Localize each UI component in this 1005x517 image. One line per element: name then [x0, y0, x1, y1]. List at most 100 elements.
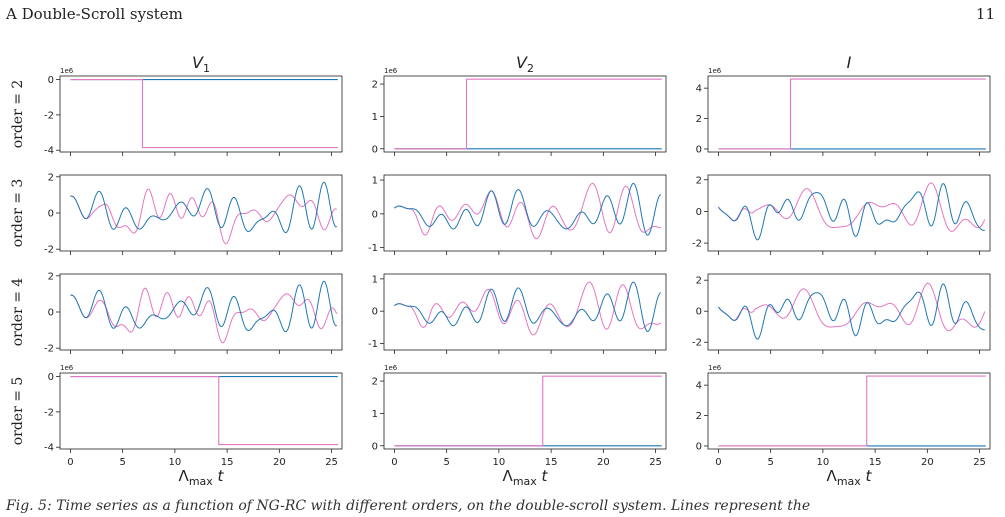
- panel: 0 -2 -4 1e6: [44, 67, 343, 157]
- panel: -1 0 1: [368, 273, 667, 354]
- y-tick-label: 0: [696, 307, 702, 318]
- x-axis-label: Λmax t: [179, 467, 225, 488]
- x-tick-label: 25: [325, 457, 338, 468]
- y-tick-label: 1: [372, 409, 378, 420]
- x-tick-label: 20: [597, 457, 610, 468]
- y-tick-label: 0: [372, 144, 378, 155]
- row-label: order = 4: [10, 278, 26, 347]
- panel-frame: [707, 273, 991, 351]
- y-tick-label: -2: [44, 110, 54, 121]
- truth-series-line: [70, 280, 338, 333]
- x-tick-label: 0: [391, 457, 397, 468]
- y-tick-label: 0: [48, 75, 54, 86]
- panel: -2 0 2: [692, 273, 991, 354]
- truth-series-line: [394, 182, 662, 236]
- y-tick-label: -4: [44, 443, 54, 454]
- y-tick-label: 2: [372, 377, 378, 388]
- panel-frame: [707, 75, 991, 153]
- y-multiplier: 1e6: [60, 364, 74, 372]
- prediction-series-line: [394, 375, 662, 447]
- prediction-series-line: [394, 182, 661, 240]
- x-tick-label: 20: [273, 457, 286, 468]
- x-tick-label: 10: [493, 457, 506, 468]
- panel: -1 0 1: [368, 174, 667, 255]
- y-tick-label: 2: [696, 175, 702, 186]
- y-multiplier: 1e6: [708, 67, 722, 75]
- prediction-series-line: [70, 188, 338, 245]
- x-tick-label: 5: [767, 457, 773, 468]
- prediction-series-line: [394, 281, 662, 336]
- panel: -2 0 2: [692, 174, 991, 255]
- x-tick-label: 0: [715, 457, 721, 468]
- y-tick-label: 0: [372, 441, 378, 452]
- y-multiplier: 1e6: [708, 364, 722, 372]
- y-tick-label: -2: [44, 245, 54, 256]
- x-tick-label: 15: [545, 457, 558, 468]
- y-tick-label: 0: [372, 307, 378, 318]
- truth-series-line: [718, 283, 985, 340]
- x-tick-label: 10: [169, 457, 182, 468]
- prediction-series-line: [70, 287, 338, 344]
- truth-series-line: [718, 183, 985, 241]
- prediction-series-line: [718, 182, 986, 232]
- y-tick-label: 0: [696, 207, 702, 218]
- y-tick-label: 2: [372, 80, 378, 91]
- panel: 0 -2 -4 0 5 10 15 20 25 1e6: [44, 364, 343, 468]
- prediction-series-line: [718, 282, 986, 332]
- y-tick-label: -2: [692, 338, 702, 349]
- y-tick-label: 4: [696, 381, 702, 392]
- y-tick-label: 0: [48, 308, 54, 319]
- truth-series-line: [70, 181, 338, 234]
- panel: 0 2 4 1e6: [696, 67, 991, 156]
- y-tick-label: 1: [372, 112, 378, 123]
- y-tick-label: -2: [44, 344, 54, 355]
- column-title: V1: [192, 53, 210, 75]
- y-tick-label: 2: [696, 114, 702, 125]
- panel: 0 2 4 0 5 10 15 20 25 1e6: [696, 364, 991, 468]
- panel-frame: [707, 174, 991, 252]
- row-label: order = 3: [10, 179, 26, 248]
- panel-frame: [383, 174, 667, 252]
- row-label: order = 5: [10, 377, 26, 446]
- y-tick-label: -1: [368, 339, 378, 350]
- row-label: order = 2: [10, 80, 26, 149]
- panel: 0 1 2 1e6: [372, 67, 667, 156]
- y-multiplier: 1e6: [60, 67, 74, 75]
- x-tick-label: 20: [921, 457, 934, 468]
- panel-frame: [383, 372, 667, 450]
- y-tick-label: 0: [48, 372, 54, 383]
- y-tick-label: 2: [696, 276, 702, 287]
- x-tick-label: 25: [649, 457, 662, 468]
- y-tick-label: 1: [372, 274, 378, 285]
- x-tick-label: 0: [67, 457, 73, 468]
- y-tick-label: -2: [44, 407, 54, 418]
- x-tick-label: 25: [973, 457, 986, 468]
- y-tick-label: -4: [44, 146, 54, 157]
- y-tick-label: 0: [372, 209, 378, 220]
- prediction-series-line: [70, 78, 338, 149]
- y-tick-label: 1: [372, 176, 378, 187]
- prediction-series-line: [718, 78, 986, 150]
- y-tick-label: 2: [48, 172, 54, 183]
- x-tick-label: 10: [817, 457, 830, 468]
- x-tick-label: 5: [443, 457, 449, 468]
- y-tick-label: -1: [368, 243, 378, 254]
- y-multiplier: 1e6: [384, 364, 398, 372]
- panel-frame: [383, 273, 667, 351]
- y-tick-label: 2: [696, 411, 702, 422]
- truth-series-line: [394, 281, 661, 332]
- column-title: V2: [516, 53, 534, 75]
- panel-frame: [707, 372, 991, 450]
- y-tick-label: 0: [696, 441, 702, 452]
- x-tick-label: 5: [119, 457, 125, 468]
- y-tick-label: 0: [696, 144, 702, 155]
- prediction-series-line: [70, 375, 338, 446]
- x-axis-label: Λmax t: [503, 467, 549, 488]
- y-multiplier: 1e6: [384, 67, 398, 75]
- x-tick-label: 15: [221, 457, 234, 468]
- panel-frame: [383, 75, 667, 153]
- section-header: A Double-Scroll system: [6, 5, 183, 23]
- panel: -2 0 2: [44, 271, 343, 355]
- panel-frame: [59, 372, 343, 450]
